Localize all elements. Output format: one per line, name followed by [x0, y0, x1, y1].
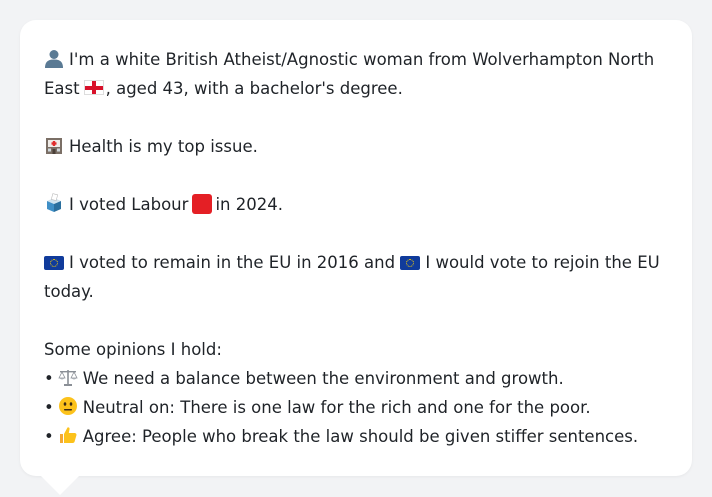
intro-part1: I'm a white British Atheist/Agnostic wom… — [44, 50, 655, 98]
vote-part1: I voted Labour — [69, 195, 189, 214]
speech-bubble-tail — [40, 475, 80, 495]
thumbs-up-icon — [59, 427, 77, 443]
eu-part2: I would vote to rejoin the EU today. — [44, 253, 660, 301]
list-item: • Neutral on: There is one law for the r… — [44, 393, 668, 422]
opinion-text: Neutral on: There is one law for the ric… — [82, 398, 591, 417]
opinions-heading: Some opinions I hold: — [44, 340, 222, 359]
vote-part2: in 2024. — [215, 195, 283, 214]
health-label: Health is my top issue. — [69, 137, 258, 156]
eu-flag-icon — [400, 256, 421, 270]
persona-card: I'm a white British Atheist/Agnostic wom… — [20, 20, 692, 476]
person-silhouette-icon — [45, 50, 63, 68]
opinion-text: Agree: People who break the law should b… — [82, 427, 639, 446]
neutral-face-icon — [58, 397, 77, 415]
labour-red-square-icon — [192, 194, 213, 214]
opinion-text: We need a balance between the environmen… — [82, 369, 564, 388]
list-item: • We need a balance between the environm… — [44, 364, 668, 393]
intro-text: I'm a white British Atheist/Agnostic wom… — [44, 45, 668, 103]
eu-flag-icon — [44, 256, 64, 270]
bullet-dot: • — [44, 369, 54, 388]
health-text: Health is my top issue. — [44, 132, 668, 161]
hospital-icon — [46, 138, 62, 154]
eu-text: I voted to remain in the EU in 2016 and … — [44, 248, 668, 306]
bullet-dot: • — [44, 398, 54, 417]
vote-text: I voted Labour in 2024. — [44, 190, 668, 219]
bullet-dot: • — [44, 427, 54, 446]
intro-part2: , aged 43, with a bachelor's degree. — [105, 79, 403, 98]
balance-scale-icon — [58, 370, 78, 386]
eu-part1: I voted to remain in the EU in 2016 and — [69, 253, 396, 272]
ballot-box-icon — [47, 193, 61, 212]
list-item: • Agree: People who break the law should… — [44, 422, 668, 451]
england-flag-icon — [83, 80, 104, 95]
